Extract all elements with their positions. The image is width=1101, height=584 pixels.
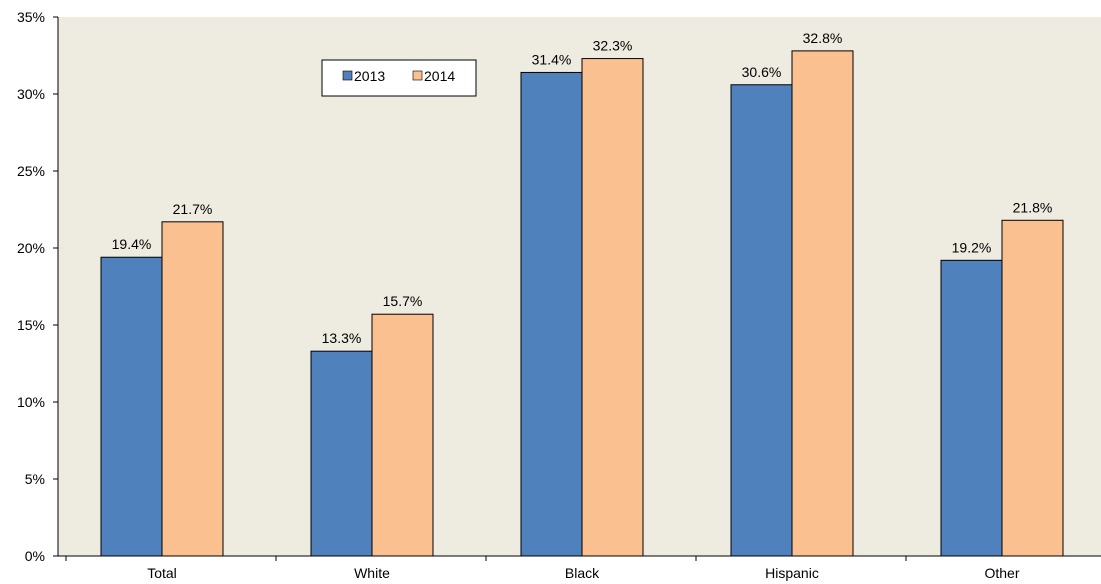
y-tick-label: 10% bbox=[17, 394, 45, 410]
bar bbox=[310, 350, 373, 557]
legend-swatch-2013 bbox=[342, 70, 353, 81]
y-tick-label: 20% bbox=[17, 240, 45, 256]
legend-swatch-2014 bbox=[412, 70, 423, 81]
y-ticks-group: 0% 5% 10% 15% 20% 25% 30% 35% bbox=[17, 9, 58, 564]
data-label: 15.7% bbox=[383, 293, 423, 309]
bar bbox=[730, 84, 793, 557]
data-labels-group: 19.4% 21.7% 13.3% 15.7% 31.4% 32.3% 30.6% 32.8%… bbox=[112, 30, 1053, 346]
bar bbox=[100, 256, 163, 557]
data-label: 21.7% bbox=[173, 201, 213, 217]
data-label: 32.3% bbox=[593, 38, 633, 54]
y-tick-label: 0% bbox=[25, 548, 45, 564]
x-category-label: Black bbox=[565, 565, 600, 581]
bar bbox=[371, 313, 434, 557]
legend: 2013 2014 bbox=[321, 59, 477, 97]
y-tick-label: 30% bbox=[17, 86, 45, 102]
bar bbox=[1001, 219, 1064, 557]
data-label: 32.8% bbox=[803, 30, 843, 46]
x-category-label: Other bbox=[984, 565, 1019, 581]
data-label: 13.3% bbox=[322, 330, 362, 346]
y-tick-label: 5% bbox=[25, 471, 45, 487]
bar bbox=[581, 58, 644, 557]
legend-label-2014: 2014 bbox=[424, 68, 455, 84]
bar bbox=[940, 259, 1003, 557]
bars-group bbox=[100, 50, 1064, 557]
y-tick-label: 15% bbox=[17, 317, 45, 333]
bar bbox=[161, 221, 224, 557]
data-label: 30.6% bbox=[742, 64, 782, 80]
data-label: 19.2% bbox=[952, 239, 992, 255]
y-tick-label: 25% bbox=[17, 163, 45, 179]
x-category-label: White bbox=[354, 565, 390, 581]
data-label: 21.8% bbox=[1013, 199, 1053, 215]
x-category-label: Hispanic bbox=[765, 565, 819, 581]
bar bbox=[520, 71, 583, 557]
legend-label-2013: 2013 bbox=[354, 68, 385, 84]
x-ticks-group: Total White Black Hispanic Other bbox=[65, 556, 1020, 581]
x-category-label: Total bbox=[147, 565, 177, 581]
data-label: 19.4% bbox=[112, 236, 152, 252]
y-tick-label: 35% bbox=[17, 9, 45, 25]
bar bbox=[791, 50, 854, 557]
data-label: 31.4% bbox=[532, 51, 572, 67]
